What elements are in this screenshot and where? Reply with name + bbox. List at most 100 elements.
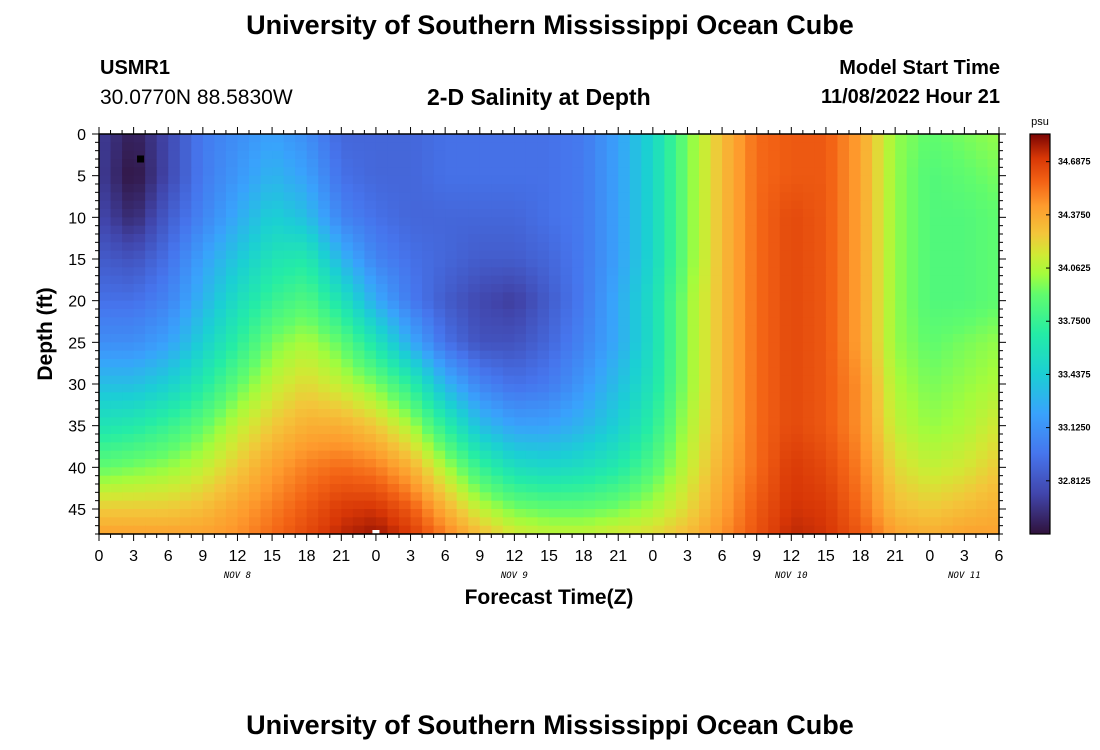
heatmap-cell [560, 217, 573, 227]
heatmap-cell [525, 217, 539, 227]
heatmap-cell [156, 209, 169, 218]
heatmap-cell [664, 217, 677, 227]
heatmap-cell [145, 450, 158, 460]
heatmap-cell [433, 342, 446, 352]
heatmap-cell [318, 184, 331, 193]
heatmap-cell [560, 300, 573, 310]
heatmap-cell [237, 459, 250, 468]
heatmap-cell [606, 517, 619, 527]
heatmap-cell [664, 242, 677, 252]
heatmap-cell [664, 500, 677, 510]
heatmap-cell [341, 225, 354, 235]
heatmap-cell [399, 217, 412, 227]
station-id: USMR1 [100, 57, 171, 79]
heatmap-cell [895, 167, 908, 177]
heatmap-cell [675, 359, 689, 368]
heatmap-cell [318, 350, 331, 360]
heatmap-cell [756, 259, 769, 268]
heatmap-cell [699, 325, 712, 335]
heatmap-cell [122, 284, 135, 293]
heatmap-cell [802, 275, 815, 285]
heatmap-cell [341, 425, 354, 435]
heatmap-cell [433, 259, 446, 268]
heatmap-cell [537, 250, 550, 260]
heatmap-cell [629, 425, 642, 435]
heatmap-cell [329, 134, 342, 143]
heatmap-cell [560, 367, 573, 377]
heatmap-cell [872, 300, 885, 310]
heatmap-cell [399, 392, 412, 402]
heatmap-cell [110, 134, 123, 143]
heatmap-cell [687, 400, 700, 410]
heatmap-cell [595, 442, 608, 452]
heatmap-cell [433, 284, 446, 293]
heatmap-cell [225, 450, 239, 460]
heatmap-cell [364, 325, 377, 335]
heatmap-cell [410, 417, 423, 427]
heatmap-cell [929, 150, 942, 160]
heatmap-cell [675, 525, 689, 535]
heatmap-cell [191, 442, 204, 452]
heatmap-cell [364, 225, 377, 235]
heatmap-cell [260, 509, 273, 518]
heatmap-cell [191, 384, 204, 393]
heatmap-cell [975, 217, 989, 227]
heatmap-cell [641, 250, 654, 260]
heatmap-cell [145, 525, 158, 535]
heatmap-cell [641, 467, 654, 477]
heatmap-cell [99, 367, 112, 377]
heatmap-cell [237, 525, 250, 535]
heatmap-cell [387, 384, 400, 393]
heatmap-cell [318, 242, 331, 252]
heatmap-cell [364, 142, 377, 152]
heatmap-cell [618, 200, 631, 210]
heatmap-cell [745, 309, 758, 318]
heatmap-cell [583, 275, 596, 285]
heatmap-cell [710, 217, 723, 227]
heatmap-cell [964, 175, 977, 185]
heatmap-cell [110, 367, 123, 377]
heatmap-cell [837, 492, 850, 502]
heatmap-cell [560, 434, 573, 443]
heatmap-cell [687, 175, 700, 185]
heatmap-cell [814, 150, 827, 160]
heatmap-cell [768, 167, 781, 177]
heatmap-cell [145, 517, 158, 527]
heatmap-cell [387, 492, 400, 502]
heatmap-cell [260, 417, 273, 427]
heatmap-cell [249, 375, 262, 385]
heatmap-cell [525, 175, 539, 185]
heatmap-cell [179, 184, 192, 193]
heatmap-cell [906, 459, 919, 468]
heatmap-cell [641, 375, 654, 385]
heatmap-cell [549, 134, 562, 143]
heatmap-cell [929, 509, 942, 518]
heatmap-cell [987, 275, 1000, 285]
heatmap-cell [652, 175, 665, 185]
heatmap-cell [491, 409, 504, 418]
heatmap-cell [883, 425, 896, 435]
heatmap-cell [606, 267, 619, 277]
heatmap-cell [468, 142, 481, 152]
heatmap-cell [941, 234, 954, 243]
heatmap-cell [399, 425, 412, 435]
heatmap-cell [791, 275, 804, 285]
heatmap-cell [422, 367, 435, 377]
heatmap-cell [133, 392, 146, 402]
heatmap-cell [733, 225, 746, 235]
heatmap-cell [133, 359, 146, 368]
heatmap-cell [560, 159, 573, 168]
heatmap-cell [491, 367, 504, 377]
heatmap-cell [179, 134, 192, 143]
heatmap-cell [168, 209, 181, 218]
heatmap-cell [179, 350, 192, 360]
heatmap-cell [306, 317, 319, 327]
heatmap-cell [595, 225, 608, 235]
heatmap-cell [225, 225, 239, 235]
heatmap-cell [722, 359, 735, 368]
heatmap-cell [110, 417, 123, 427]
heatmap-cell [179, 334, 192, 343]
heatmap-cell [618, 259, 631, 268]
heatmap-cell [329, 409, 342, 418]
heatmap-cell [710, 375, 723, 385]
